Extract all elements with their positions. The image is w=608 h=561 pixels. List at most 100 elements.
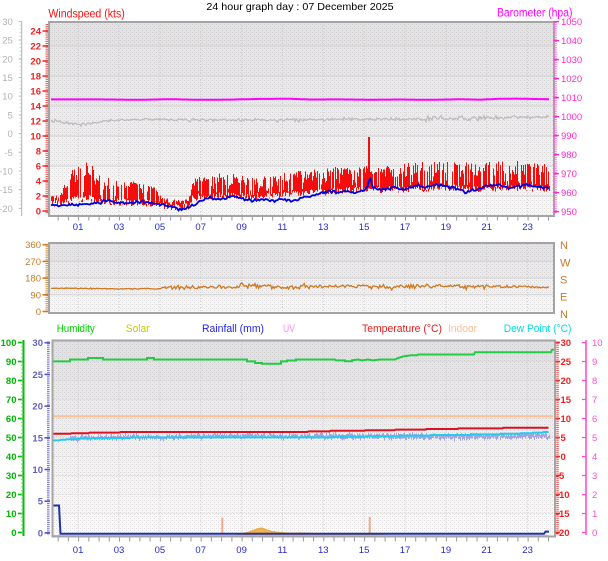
svg-text:24 hour graph day : 07 Decembe: 24 hour graph day : 07 December 2025 (206, 1, 393, 13)
svg-text:25: 25 (2, 36, 13, 47)
svg-text:960: 960 (561, 188, 577, 199)
svg-text:30: 30 (2, 17, 13, 28)
svg-text:07: 07 (195, 545, 206, 556)
svg-text:30: 30 (32, 338, 43, 349)
svg-text:30: 30 (561, 338, 572, 349)
svg-text:12: 12 (30, 117, 41, 128)
svg-text:23: 23 (522, 222, 533, 233)
svg-text:0: 0 (36, 207, 41, 218)
svg-text:20: 20 (32, 402, 43, 413)
svg-text:05: 05 (155, 545, 166, 556)
svg-text:990: 990 (561, 131, 577, 142)
svg-text:Windspeed (kts): Windspeed (kts) (48, 6, 124, 20)
svg-text:5: 5 (8, 110, 13, 121)
svg-text:90: 90 (30, 290, 41, 301)
svg-text:15: 15 (359, 222, 370, 233)
svg-text:1000: 1000 (561, 112, 582, 123)
svg-text:01: 01 (73, 545, 84, 556)
svg-text:N: N (560, 309, 568, 321)
svg-text:5: 5 (38, 497, 44, 508)
svg-text:980: 980 (561, 150, 577, 161)
svg-text:20: 20 (2, 54, 13, 65)
svg-text:10: 10 (30, 132, 41, 143)
svg-text:40: 40 (6, 452, 17, 463)
svg-text:100: 100 (1, 338, 17, 349)
svg-text:970: 970 (561, 169, 577, 180)
svg-text:6: 6 (36, 162, 41, 173)
svg-text:0: 0 (592, 528, 597, 539)
svg-text:0: 0 (561, 452, 566, 463)
svg-text:-10: -10 (556, 490, 570, 501)
svg-text:3: 3 (592, 471, 597, 482)
svg-text:270: 270 (25, 257, 41, 268)
svg-text:4: 4 (36, 177, 42, 188)
svg-text:N: N (560, 240, 568, 252)
svg-text:09: 09 (236, 222, 247, 233)
svg-text:90: 90 (6, 357, 17, 368)
svg-text:1: 1 (592, 509, 597, 520)
svg-text:1040: 1040 (561, 36, 582, 47)
svg-text:21: 21 (481, 222, 492, 233)
svg-text:11: 11 (277, 545, 287, 556)
svg-text:Barometer (hpa): Barometer (hpa) (497, 6, 572, 20)
svg-text:10: 10 (592, 338, 603, 349)
svg-text:30: 30 (6, 471, 17, 482)
svg-text:22: 22 (30, 42, 41, 53)
svg-text:15: 15 (561, 395, 572, 406)
svg-text:0: 0 (8, 129, 13, 140)
svg-text:05: 05 (155, 222, 166, 233)
svg-text:W: W (560, 257, 571, 269)
svg-text:20: 20 (561, 376, 572, 387)
svg-text:Temperature (°C): Temperature (°C) (362, 323, 442, 335)
svg-text:5: 5 (592, 433, 597, 444)
svg-text:80: 80 (6, 376, 17, 387)
svg-text:-15: -15 (556, 509, 570, 520)
svg-text:Dew Point (°C): Dew Point (°C) (504, 323, 572, 335)
svg-text:07: 07 (195, 222, 206, 233)
svg-text:17: 17 (400, 222, 411, 233)
svg-text:S: S (560, 275, 567, 287)
svg-text:03: 03 (114, 545, 125, 556)
svg-text:14: 14 (30, 102, 41, 113)
svg-text:E: E (560, 292, 567, 304)
svg-text:Rainfall (mm): Rainfall (mm) (202, 323, 264, 335)
svg-text:03: 03 (114, 222, 125, 233)
svg-text:24: 24 (30, 27, 41, 38)
svg-text:-15: -15 (0, 185, 13, 196)
svg-text:25: 25 (561, 357, 572, 368)
svg-text:01: 01 (73, 222, 84, 233)
svg-text:19: 19 (441, 222, 452, 233)
svg-text:0: 0 (36, 307, 41, 318)
svg-text:0: 0 (38, 528, 43, 539)
svg-text:UV: UV (283, 323, 295, 335)
svg-text:20: 20 (30, 57, 41, 68)
svg-text:20: 20 (6, 490, 17, 501)
svg-text:-20: -20 (0, 204, 13, 215)
svg-text:6: 6 (592, 414, 597, 425)
svg-text:7: 7 (592, 395, 597, 406)
svg-text:18: 18 (30, 72, 41, 83)
svg-text:15: 15 (2, 73, 13, 84)
svg-text:Solar: Solar (126, 323, 150, 335)
svg-text:2: 2 (36, 192, 41, 203)
svg-text:4: 4 (592, 452, 597, 463)
svg-text:60: 60 (6, 414, 17, 425)
svg-text:180: 180 (25, 274, 41, 285)
svg-text:21: 21 (481, 545, 492, 556)
svg-text:2: 2 (592, 490, 597, 501)
svg-text:19: 19 (441, 545, 452, 556)
svg-text:-20: -20 (556, 528, 570, 539)
svg-text:17: 17 (400, 545, 411, 556)
svg-text:15: 15 (359, 545, 370, 556)
svg-text:13: 13 (318, 545, 329, 556)
svg-text:Indoor: Indoor (448, 323, 477, 335)
svg-text:50: 50 (6, 433, 17, 444)
svg-text:16: 16 (30, 87, 41, 98)
svg-text:70: 70 (6, 395, 17, 406)
svg-text:-5: -5 (556, 471, 565, 482)
svg-text:10: 10 (32, 465, 43, 476)
svg-text:1050: 1050 (561, 17, 582, 28)
svg-text:-10: -10 (0, 167, 13, 178)
svg-text:09: 09 (236, 545, 247, 556)
svg-text:5: 5 (561, 433, 567, 444)
